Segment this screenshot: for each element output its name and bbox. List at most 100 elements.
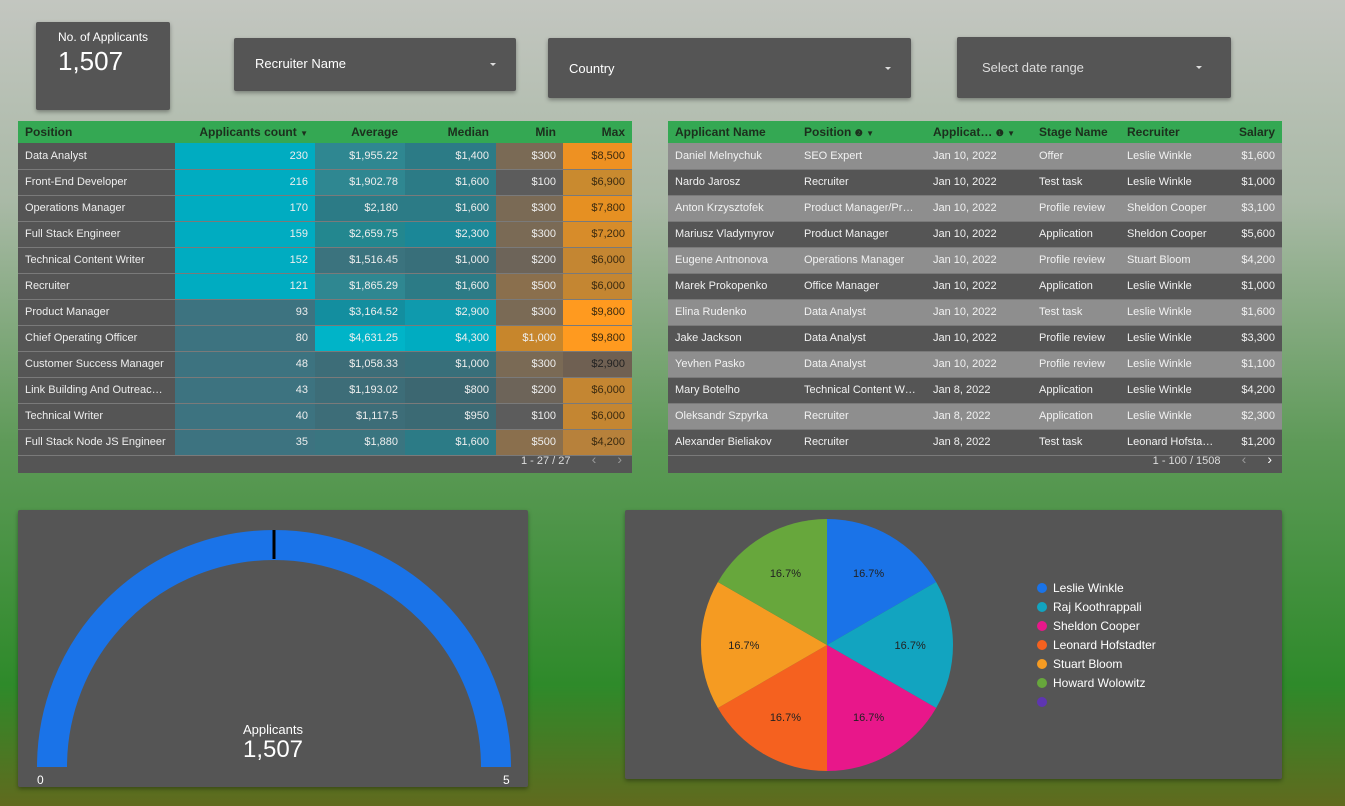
col-position[interactable]: Position [18,121,175,143]
table-cell: $2,900 [405,299,496,326]
table-row[interactable]: Product Manager 93 $3,164.52 $2,900 $300 $9,8… [18,299,632,326]
legend-item[interactable]: Leonard Hofstadter [1037,638,1156,652]
table-cell: $500 [496,273,563,300]
col-recruiter[interactable]: Recruiter [1120,121,1226,143]
table-cell: $1,600 [405,273,496,300]
country-filter[interactable]: Country [548,38,911,98]
col-application-date[interactable]: Applicat… ❶ ▼ [926,121,1032,143]
table-cell: $1,865.29 [315,273,405,300]
table-row[interactable]: Chief Operating Officer 80 $4,631.25 $4,300… [18,325,632,352]
col-salary[interactable]: Salary [1226,121,1282,143]
gauge-value: 1,507 [242,736,304,763]
pie-slice-4[interactable] [701,582,827,708]
table-row[interactable]: Daniel Melnychuk SEO Expert Jan 10, 2022 Of… [668,143,1282,170]
col-min[interactable]: Min [496,121,563,143]
table-cell: $300 [496,195,563,222]
table-cell: Data Analyst [18,143,175,170]
legend-item[interactable]: Sheldon Cooper [1037,619,1140,633]
table-cell: Jan 10, 2022 [926,273,1032,300]
pie-slice-3[interactable] [717,645,827,771]
table-cell: Sheldon Cooper [1120,195,1226,222]
table-cell: Sheldon Cooper [1120,221,1226,248]
pie-slice-5[interactable] [717,519,827,645]
table-row[interactable]: Nardo Jarosz Recruiter Jan 10, 2022 Test ta… [668,169,1282,196]
pie-slice-2[interactable] [827,645,937,771]
next-page-icon[interactable]: › [617,451,622,467]
table-cell: 80 [175,325,315,352]
table-cell: Jan 10, 2022 [926,299,1032,326]
table-cell: Full Stack Engineer [18,221,175,248]
table-cell: $2,300 [405,221,496,248]
pie-slice-0[interactable] [827,519,937,645]
table-row[interactable]: Oleksandr Szpyrka Recruiter Jan 8, 2022 App… [668,403,1282,430]
col-median[interactable]: Median [405,121,496,143]
table-cell: $1,000 [1226,273,1282,300]
table-row[interactable]: Link Building And Outreach Manager43$1,1… [18,377,632,404]
table-row[interactable]: Full Stack Engineer 159 $2,659.75 $2,300 $30… [18,221,632,248]
table-cell: $300 [496,143,563,170]
table-cell: Application [1032,221,1120,248]
table-row[interactable]: Front-End Developer 216 $1,902.78 $1,600 $10… [18,169,632,196]
table-row[interactable]: Alexander Bieliakov Recruiter Jan 8, 2022 T… [668,429,1282,456]
table-row[interactable]: Jake Jackson Data Analyst Jan 10, 2022 Prof… [668,325,1282,352]
table-row[interactable]: Elina Rudenko Data Analyst Jan 10, 2022 Tes… [668,299,1282,326]
table-cell: $4,200 [563,429,632,456]
table-row[interactable]: Operations Manager 170 $2,180 $1,600 $300 $7,… [18,195,632,222]
table-cell: 121 [175,273,315,300]
next-page-icon[interactable]: › [1267,451,1272,467]
prev-page-icon[interactable]: ‹ [591,451,597,467]
table-cell: $1,400 [405,143,496,170]
legend-item[interactable]: Howard Wolowitz [1037,676,1145,690]
table-cell: Jan 10, 2022 [926,247,1032,274]
table-cell: 43 [175,377,315,404]
table-cell: Jake Jackson [668,325,797,352]
pie-slice-label: 16.7% [728,640,759,652]
table-cell: Test task [1032,429,1120,456]
col-position[interactable]: Position ❷ ▼ [797,121,926,143]
prev-page-icon[interactable]: ‹ [1241,451,1247,467]
info-icon: ❷ [854,128,863,138]
legend-item[interactable]: Raj Koothrappali [1037,600,1142,614]
table-cell: Mariusz Vladymyrov [668,221,797,248]
table-cell: $500 [496,429,563,456]
table-cell: Leslie Winkle [1120,403,1226,430]
info-icon: ❶ [995,128,1004,138]
table-row[interactable]: Anton Krzysztofek Product Manager/Project… [668,195,1282,222]
table-row[interactable]: Mary Botelho Technical Content Writer Jan … [668,377,1282,404]
col-max[interactable]: Max [563,121,632,143]
legend-label: Leslie Winkle [1053,581,1124,595]
legend-item[interactable]: Stuart Bloom [1037,657,1122,671]
table-row[interactable]: Recruiter 121 $1,865.29 $1,600 $500 $6,000 [18,273,632,300]
col-stage-name[interactable]: Stage Name [1032,121,1120,143]
legend-item[interactable]: Leslie Winkle [1037,581,1124,595]
table-cell: 48 [175,351,315,378]
table-cell: $6,900 [563,169,632,196]
table-row[interactable]: Technical Writer 40 $1,117.5 $950 $100 $6,000 [18,403,632,430]
col-applicants-count[interactable]: Applicants count ▼ [175,121,315,143]
table-row[interactable]: Yevhen Pasko Data Analyst Jan 10, 2022 Prof… [668,351,1282,378]
table-cell: Profile review [1032,247,1120,274]
table-row[interactable]: Marek Prokopenko Office Manager Jan 10, 20… [668,273,1282,300]
table-cell: $1,880 [315,429,405,456]
col-average[interactable]: Average [315,121,405,143]
table-row[interactable]: Eugene Antnonova Operations Manager Jan 10… [668,247,1282,274]
date-range-filter[interactable]: Select date range [957,37,1231,98]
table-cell: $3,164.52 [315,299,405,326]
col-applicant-name[interactable]: Applicant Name [668,121,797,143]
table-cell: $1,100 [1226,351,1282,378]
applicants-table: Applicant Name Position ❷ ▼ Applicat… ❶ … [668,121,1282,473]
table-cell: $3,100 [1226,195,1282,222]
table-row[interactable]: Data Analyst 230 $1,955.22 $1,400 $300 $8,500 [18,143,632,170]
table-row[interactable]: Technical Content Writer 152 $1,516.45 $1,0… [18,247,632,274]
table-cell: Technical Writer [18,403,175,430]
table-row[interactable]: Mariusz Vladymyrov Product Manager Jan 10,… [668,221,1282,248]
table-cell: Full Stack Node JS Engineer [18,429,175,456]
pie-slice-1[interactable] [827,582,953,708]
table-cell: Elina Rudenko [668,299,797,326]
gauge-svg [37,530,511,768]
recruiter-filter[interactable]: Recruiter Name [234,38,516,91]
table-row[interactable]: Customer Success Manager 48 $1,058.33 $1,00… [18,351,632,378]
gauge-max-label: 5 [503,773,510,787]
table-row[interactable]: Full Stack Node JS Engineer 35 $1,880 $1,60… [18,429,632,456]
table-cell: $9,800 [563,325,632,352]
